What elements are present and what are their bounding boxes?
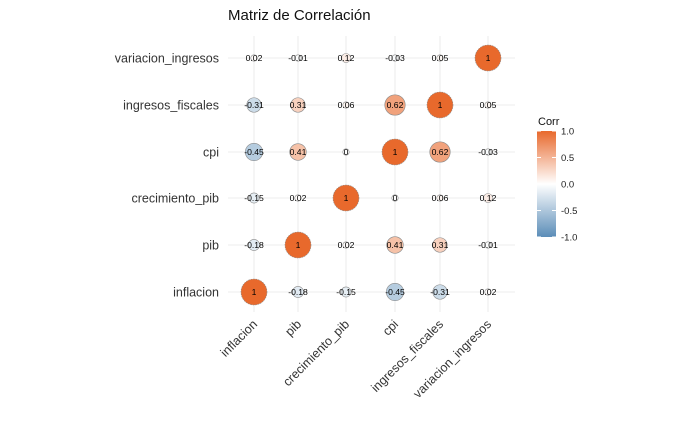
correlation-value-label: 0.12 (480, 193, 497, 203)
chart-title: Matriz de Correlación (228, 7, 371, 24)
correlation-value-label: -0.45 (244, 147, 264, 157)
correlation-marker (436, 194, 444, 202)
correlation-marker (332, 184, 360, 212)
y-tick-label: ingresos_fiscales (123, 99, 219, 113)
correlation-marker (381, 138, 409, 166)
correlation-marker (484, 101, 492, 109)
correlation-marker (341, 53, 351, 63)
correlation-marker (342, 101, 350, 109)
correlation-value-label: 0.31 (290, 100, 307, 110)
correlation-value-label: 0.06 (338, 100, 355, 110)
correlation-marker (391, 54, 399, 62)
correlation-value-label: 1 (344, 193, 349, 203)
correlation-value-label: 0.41 (290, 147, 307, 157)
correlation-value-label: -0.15 (336, 287, 356, 297)
correlation-value-label: -0.18 (244, 240, 264, 250)
grid-lines (228, 36, 515, 312)
legend-title: Corr (538, 116, 560, 128)
legend: Corr 1.0 0.5 0.0 -0.5 -1.0 (537, 116, 577, 244)
correlation-value-label: 0.12 (338, 53, 355, 63)
correlation-marker (294, 194, 302, 202)
correlation-marker (240, 278, 268, 306)
legend-tick-label: -0.5 (561, 206, 577, 217)
correlation-value-label: -0.01 (288, 53, 308, 63)
correlation-marker (342, 148, 350, 156)
y-tick-label: pib (202, 239, 219, 253)
correlation-value-label: -0.15 (244, 193, 264, 203)
correlation-value-label: -0.45 (385, 287, 405, 297)
correlation-marker (426, 91, 454, 119)
correlation-marker (391, 194, 399, 202)
correlation-value-label: -0.03 (385, 53, 405, 63)
correlation-marker (484, 241, 492, 249)
correlation-marker (342, 241, 350, 249)
correlation-value-label: 0 (393, 193, 398, 203)
correlation-marker (248, 192, 260, 204)
correlation-value-label: 0.05 (480, 100, 497, 110)
correlation-marker (436, 54, 444, 62)
correlation-marker (246, 97, 262, 113)
correlation-value-label: 0.62 (387, 100, 404, 110)
correlation-marker (294, 54, 302, 62)
correlation-marker (384, 94, 406, 116)
correlation-value-label: 0.02 (338, 240, 355, 250)
correlation-value-label: -0.18 (288, 287, 308, 297)
y-tick-label: crecimiento_pib (131, 192, 219, 206)
x-tick-label: cpi (380, 317, 401, 338)
correlation-marker (432, 237, 448, 253)
correlation-marker (244, 142, 264, 162)
correlation-marker (289, 143, 307, 161)
x-tick-label: pib (282, 317, 304, 339)
correlation-value-label: 0.02 (246, 53, 263, 63)
correlation-value-label: -0.31 (244, 100, 264, 110)
correlation-marker (340, 286, 352, 298)
correlation-value-label: 0.02 (290, 193, 307, 203)
legend-tick-label: 1.0 (561, 127, 574, 138)
legend-color-bar (537, 131, 556, 237)
correlation-marker (284, 231, 312, 259)
correlation-value-label: 1 (486, 53, 491, 63)
correlation-value-label: 0.31 (432, 240, 449, 250)
correlation-value-label: 0.06 (432, 193, 449, 203)
correlation-value-label: -0.01 (478, 240, 498, 250)
y-tick-label: inflacion (173, 286, 219, 300)
correlation-value-label: -0.31 (430, 287, 450, 297)
correlation-marker (474, 44, 502, 72)
correlation-value-label: -0.03 (478, 147, 498, 157)
legend-tick-label: 0.0 (561, 180, 574, 191)
correlation-value-label: 1 (393, 147, 398, 157)
correlation-value-label: 0.02 (480, 287, 497, 297)
correlation-marker (484, 288, 492, 296)
correlation-value-label: 1 (296, 240, 301, 250)
legend-tick-label: 0.5 (561, 153, 574, 164)
correlation-value-label: 0 (344, 147, 349, 157)
y-tick-label: variacion_ingresos (115, 52, 219, 66)
correlation-marker (292, 286, 304, 298)
correlation-value-label: 0.62 (432, 147, 449, 157)
correlation-marker (484, 148, 492, 156)
correlation-cells: 1 -0.18 -0.15 -0.45 -0.31 0.02 -0.18 1 0.02 0.41 0… (240, 44, 502, 306)
correlation-marker (429, 141, 451, 163)
y-axis-labels: inflacion pib crecimiento_pib cpi ingresos_f… (115, 52, 219, 300)
correlation-marker (432, 284, 448, 300)
x-tick-label: inflacion (218, 317, 260, 359)
correlation-marker (248, 239, 260, 251)
correlation-marker (483, 193, 493, 203)
correlation-marker (250, 54, 258, 62)
legend-tick-label: -1.0 (561, 233, 577, 244)
correlation-marker (386, 236, 404, 254)
correlation-value-label: 1 (252, 287, 257, 297)
correlation-marker (290, 97, 306, 113)
correlation-marker (385, 282, 405, 302)
y-tick-label: cpi (203, 146, 219, 160)
correlation-value-label: 1 (438, 100, 443, 110)
correlation-value-label: 0.05 (432, 53, 449, 63)
correlation-value-label: 0.41 (387, 240, 404, 250)
